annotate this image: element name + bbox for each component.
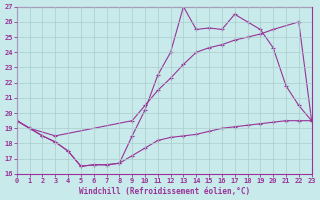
X-axis label: Windchill (Refroidissement éolien,°C): Windchill (Refroidissement éolien,°C) xyxy=(79,187,250,196)
